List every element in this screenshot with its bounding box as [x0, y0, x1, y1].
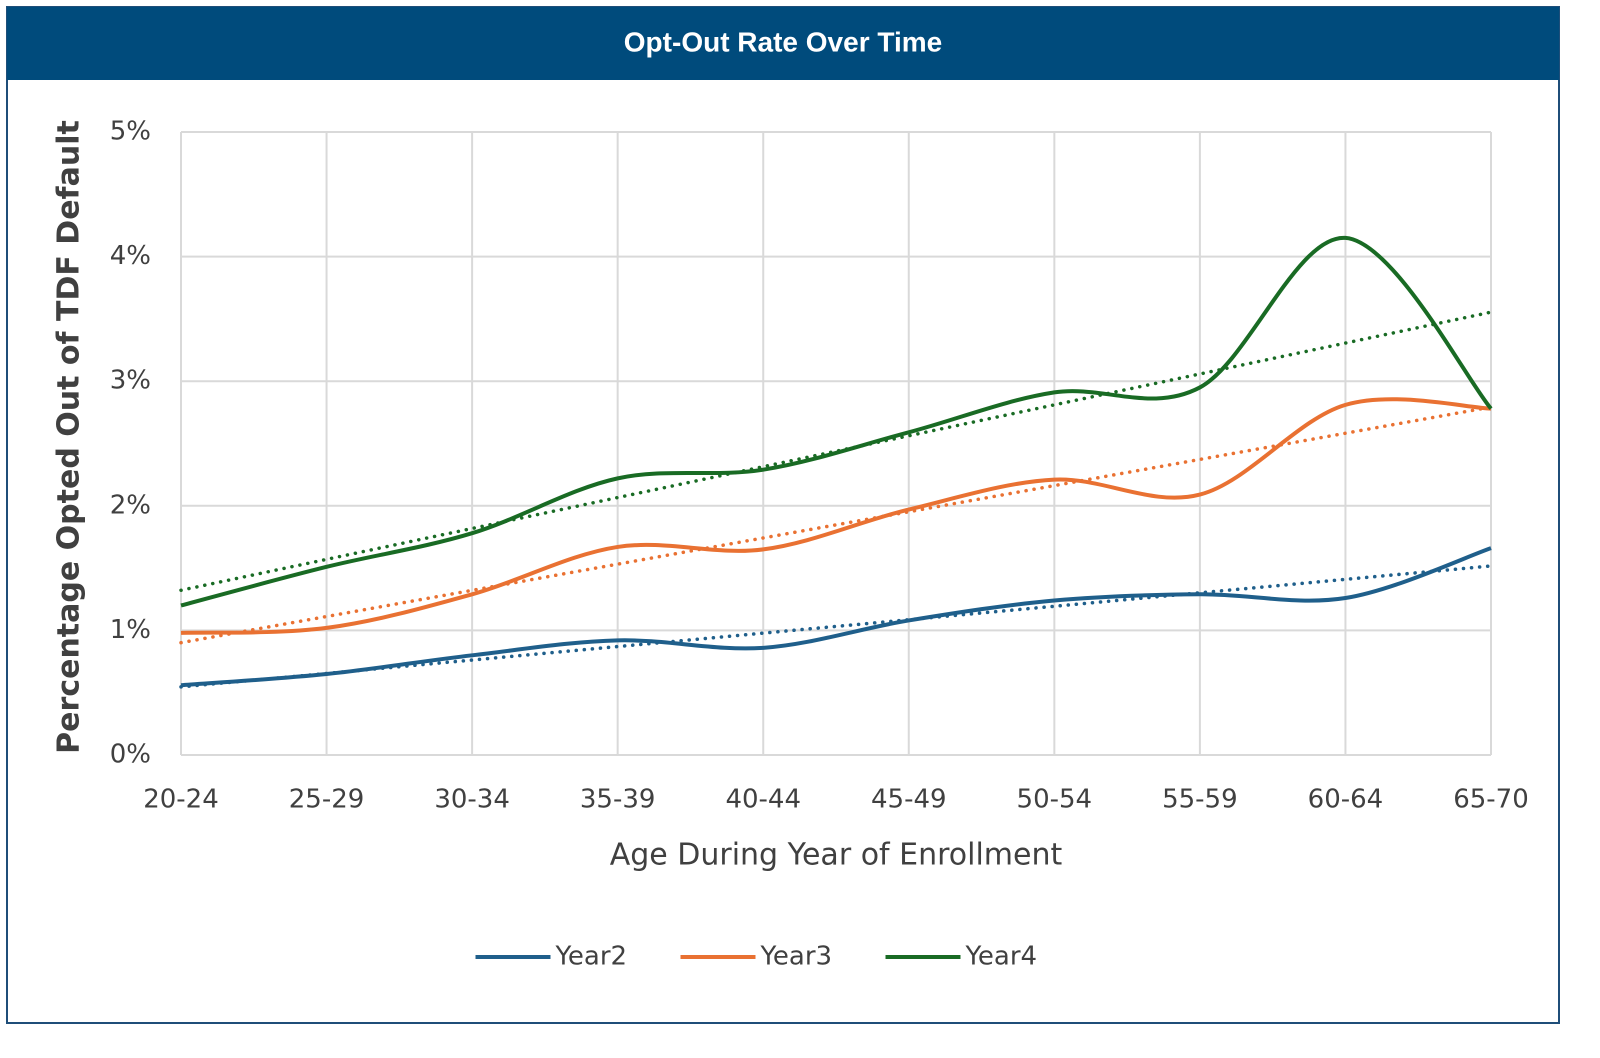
x-tick-label: 60-64 [1308, 785, 1384, 815]
y-tick-label: 3% [110, 366, 151, 396]
legend-label: Year3 [760, 942, 833, 972]
y-axis-label: Percentage Opted Out of TDF Default [52, 120, 87, 754]
y-tick-label: 5% [110, 117, 151, 147]
legend-label: Year4 [965, 942, 1038, 972]
x-tick-label: 50-54 [1017, 785, 1093, 815]
x-tick-label: 25-29 [289, 785, 365, 815]
x-tick-label: 45-49 [871, 785, 947, 815]
chart-title: Opt-Out Rate Over Time [624, 26, 942, 57]
x-tick-label: 35-39 [580, 785, 656, 815]
series-line [180, 235, 1493, 608]
y-tick-label: 0% [110, 740, 151, 770]
x-tick-label: 65-70 [1453, 785, 1529, 815]
x-tick-label: 40-44 [725, 785, 801, 815]
x-axis-label: Age During Year of Enrollment [610, 838, 1063, 873]
trendline [179, 405, 1493, 645]
title-bar [7, 7, 1559, 80]
x-tick-label: 30-34 [434, 785, 510, 815]
series-line [180, 546, 1492, 688]
y-tick-label: 2% [110, 490, 151, 520]
x-tick-label: 55-59 [1162, 785, 1238, 815]
frame [6, 6, 1560, 1024]
legend-label: Year2 [555, 942, 628, 972]
series-line [180, 397, 1492, 635]
y-tick-label: 1% [110, 615, 151, 645]
y-tick-label: 4% [110, 241, 151, 271]
x-tick-label: 20-24 [143, 785, 219, 815]
